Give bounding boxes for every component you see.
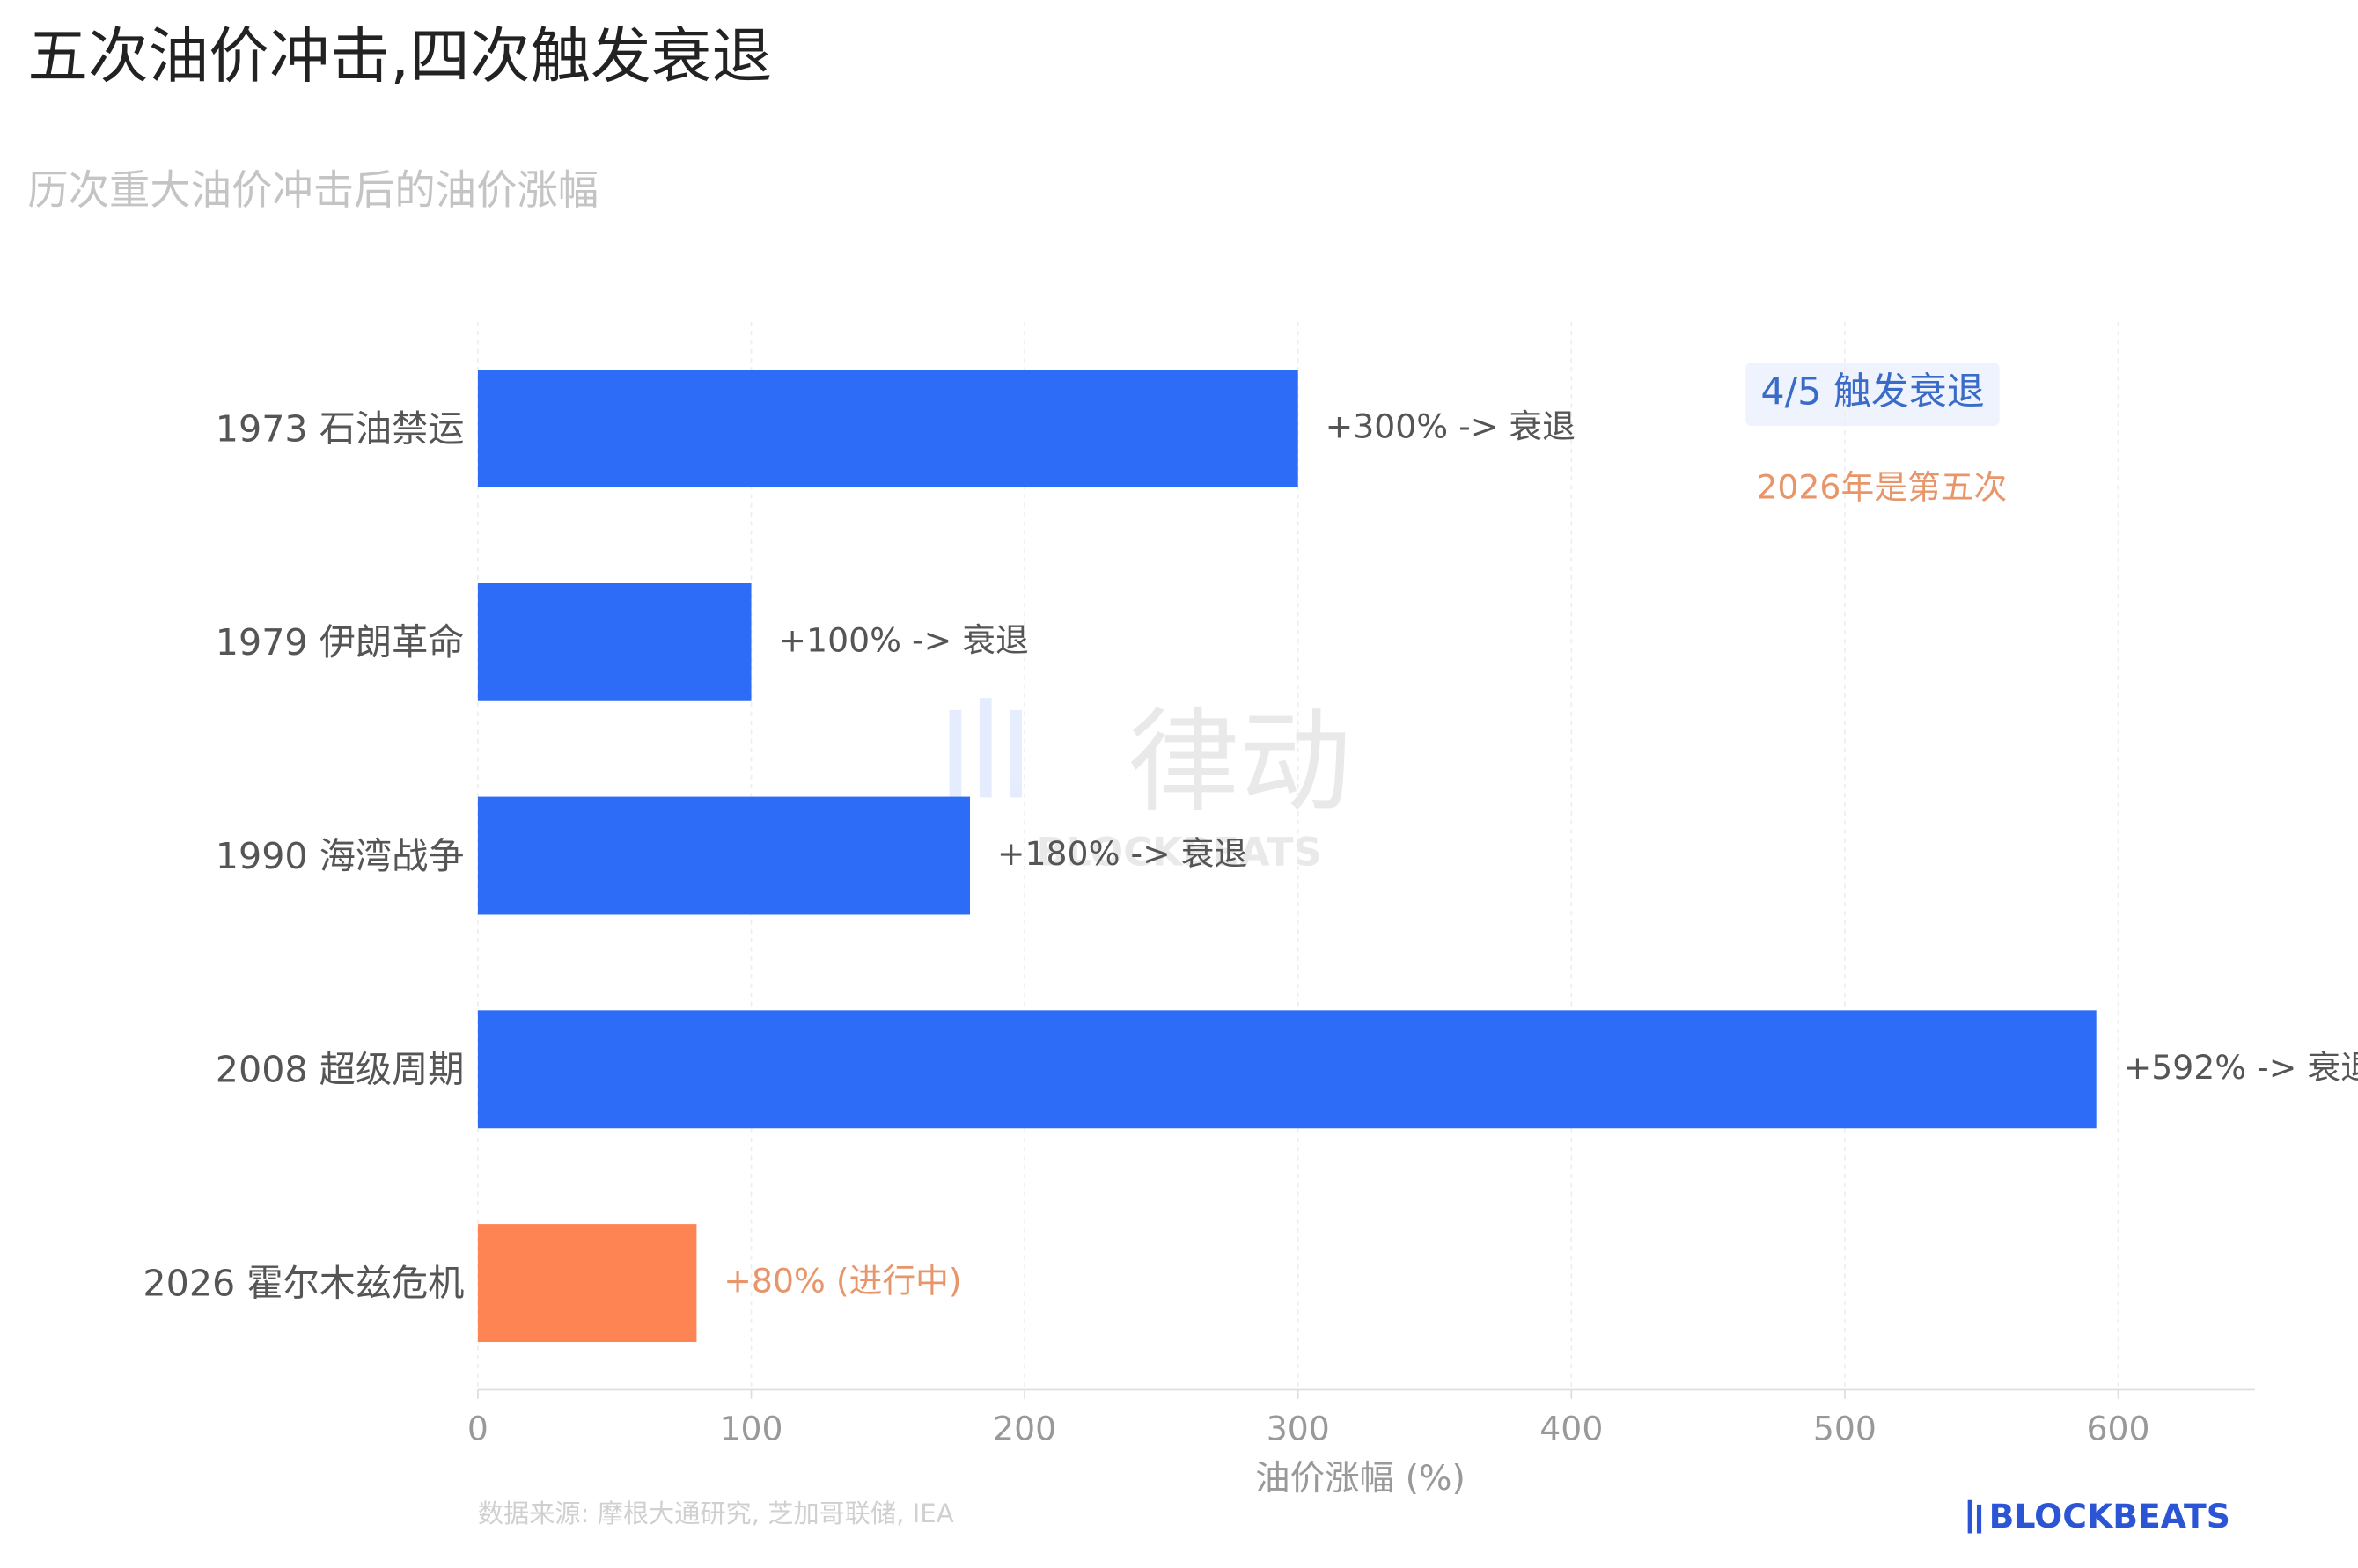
source: 数据来源: 摩根大通研究, 芝加哥联储, IEA (478, 1498, 954, 1528)
value-label: +180% -> 衰退 (997, 834, 1247, 873)
value-label: +100% -> 衰退 (778, 620, 1028, 659)
chart-title: 五次油价冲击,四次触发衰退 (27, 22, 772, 92)
value-label: +300% -> 衰退 (1326, 407, 1576, 446)
watermark-icon (949, 709, 962, 798)
x-tick-label: 300 (1267, 1409, 1330, 1447)
watermark-icon (1010, 709, 1022, 798)
x-tick-label: 200 (993, 1409, 1056, 1447)
y-tick-label: 1990 海湾战争 (216, 835, 465, 877)
bar (477, 1224, 697, 1343)
watermark: 律动 BLOCKBEATS (949, 697, 1351, 876)
logo-icon (1976, 1504, 1982, 1534)
value-label: +80% (进行中) (724, 1262, 961, 1301)
annotation: 4/5 触发衰退 (1760, 370, 1984, 414)
annotation: 2026年是第五次 (1756, 468, 2007, 507)
bar (477, 1010, 2097, 1129)
watermark-icon (979, 698, 992, 798)
bar (477, 583, 752, 701)
x-tick-label: 400 (1539, 1409, 1603, 1447)
x-tick-label: 600 (2087, 1409, 2150, 1447)
x-tick-label: 100 (719, 1409, 782, 1447)
y-tick-label: 2008 超级周期 (216, 1049, 465, 1091)
value-label: +592% -> 衰退 (2124, 1048, 2358, 1087)
annotation-box (1745, 363, 2000, 427)
logo: BLOCKBEATS (1967, 1497, 2230, 1535)
logo-text: BLOCKBEATS (1989, 1497, 2230, 1535)
chart-subtitle: 历次重大油价冲击后的油价涨幅 (27, 166, 599, 214)
x-tick-label: 0 (467, 1409, 488, 1447)
watermark-sub: BLOCKBEATS (1036, 830, 1321, 876)
logo-icon (1967, 1499, 1972, 1534)
x-tick-label: 500 (1813, 1409, 1877, 1447)
bar (477, 796, 971, 915)
x-axis-label: 油价涨幅 (%) (1255, 1458, 1465, 1498)
y-tick-label: 2026 霍尔木兹危机 (143, 1262, 464, 1304)
watermark-text: 律动 (1128, 697, 1351, 827)
y-tick-label: 1973 石油禁运 (216, 407, 465, 450)
bar (477, 370, 1298, 487)
y-tick-label: 1979 伊朗革命 (216, 621, 465, 663)
